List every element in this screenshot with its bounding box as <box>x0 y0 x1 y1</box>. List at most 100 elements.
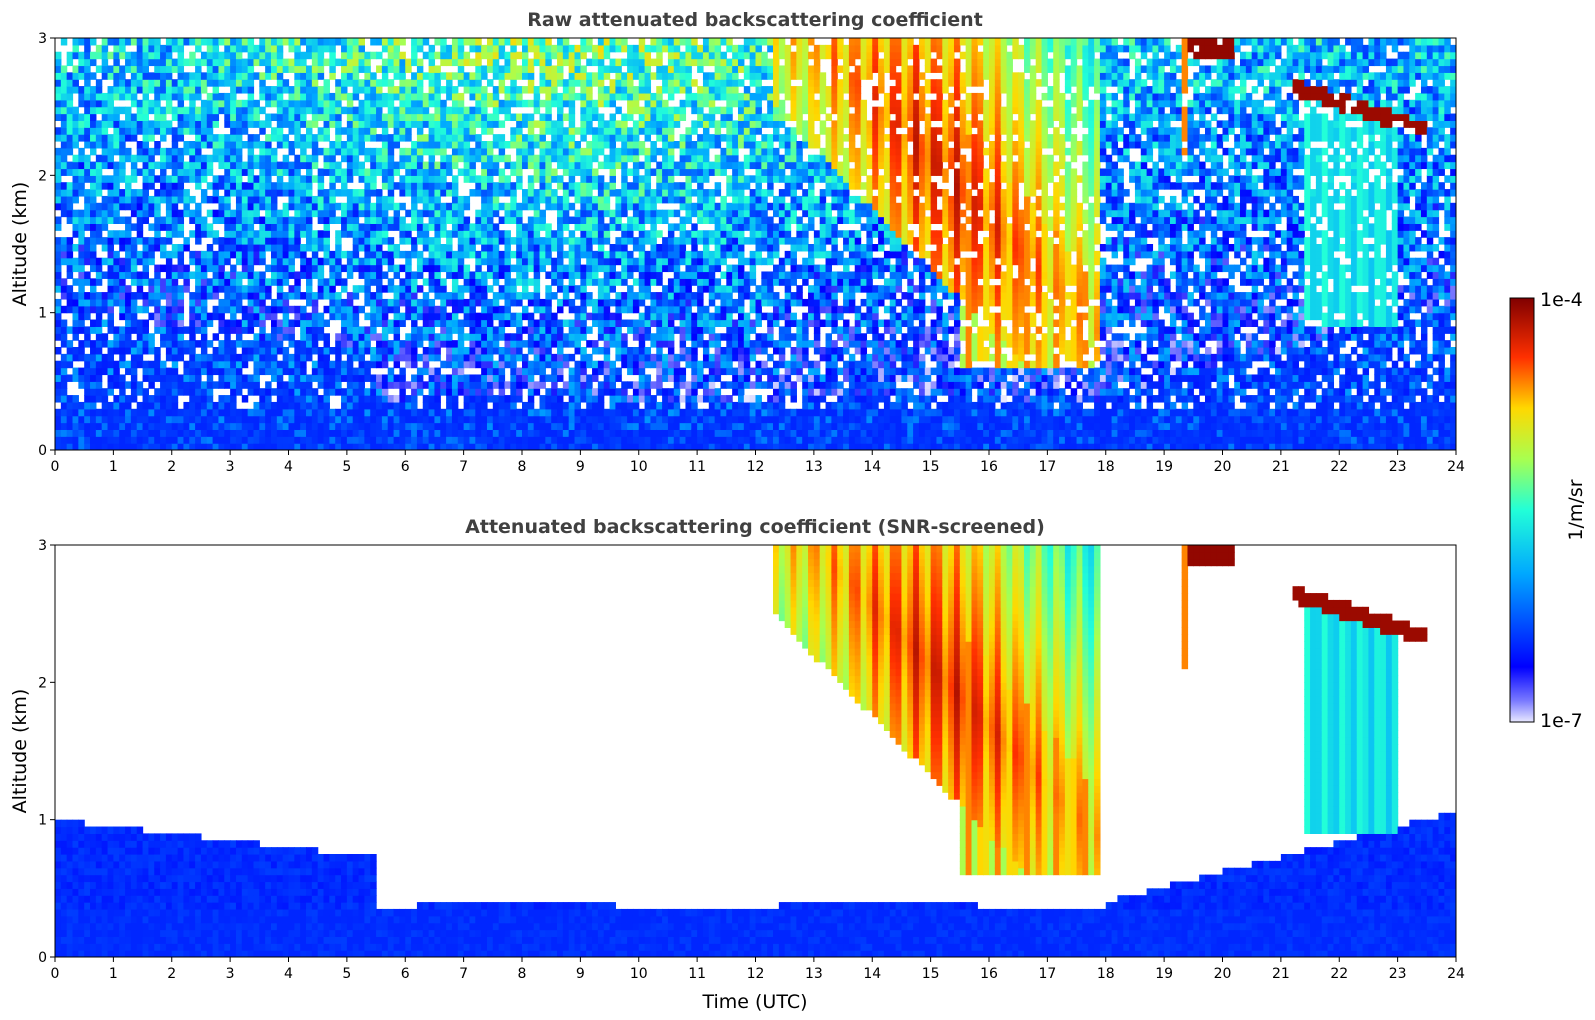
heatmap-cell <box>201 79 207 86</box>
heatmap-cell <box>300 38 306 45</box>
heatmap-cell <box>253 258 259 265</box>
heatmap-cell <box>324 162 330 169</box>
heatmap-cell <box>213 402 219 409</box>
heatmap-cell <box>604 162 610 169</box>
heatmap-cell <box>528 182 534 189</box>
heatmap-cell <box>481 395 487 402</box>
heatmap-cell <box>207 72 213 79</box>
heatmap-cell <box>294 320 300 327</box>
heatmap-cell <box>510 409 516 416</box>
heatmap-cell <box>213 86 219 93</box>
heatmap-cell <box>189 395 195 402</box>
heatmap-cell <box>382 347 388 354</box>
heatmap-cell <box>534 217 540 224</box>
heatmap-cell <box>137 320 143 327</box>
heatmap-cell <box>253 381 259 388</box>
heatmap-cell <box>143 155 149 162</box>
heatmap-cell <box>347 313 353 320</box>
heatmap-cell <box>353 429 359 436</box>
heatmap-cell <box>598 203 604 210</box>
heatmap-cell <box>504 395 510 402</box>
heatmap-cell <box>434 86 440 93</box>
heatmap-cell <box>516 86 522 93</box>
heatmap-cell <box>458 59 464 66</box>
heatmap-cell <box>148 278 154 285</box>
heatmap-cell <box>452 436 458 443</box>
heatmap-cell <box>178 244 184 251</box>
heatmap-cell <box>178 127 184 134</box>
heatmap-cell <box>563 182 569 189</box>
heatmap-cell <box>452 189 458 196</box>
heatmap-cell <box>510 285 516 292</box>
heatmap-cell <box>551 388 557 395</box>
heatmap-cell <box>592 361 598 368</box>
heatmap-cell <box>90 278 96 285</box>
heatmap-cell <box>376 189 382 196</box>
heatmap-cell <box>586 127 592 134</box>
heatmap-cell <box>61 114 67 121</box>
heatmap-cell <box>183 244 189 251</box>
heatmap-cell <box>312 326 318 333</box>
heatmap-cell <box>294 354 300 361</box>
heatmap-cell <box>440 299 446 306</box>
heatmap-cell <box>318 93 324 100</box>
heatmap-cell <box>236 230 242 237</box>
heatmap-cell <box>224 271 230 278</box>
heatmap-cell <box>253 162 259 169</box>
heatmap-cell <box>510 429 516 436</box>
heatmap-cell <box>172 196 178 203</box>
heatmap-cell <box>224 320 230 327</box>
heatmap-cell <box>534 223 540 230</box>
heatmap-cell <box>540 134 546 141</box>
heatmap-cell <box>300 258 306 265</box>
heatmap-cell <box>569 168 575 175</box>
heatmap-cell <box>382 203 388 210</box>
heatmap-cell <box>166 292 172 299</box>
heatmap-cell <box>394 38 400 45</box>
heatmap-cell <box>359 38 365 45</box>
heatmap-cell <box>61 381 67 388</box>
heatmap-cell <box>452 162 458 169</box>
heatmap-cell <box>102 271 108 278</box>
heatmap-cell <box>399 127 405 134</box>
heatmap-cell <box>67 162 73 169</box>
heatmap-cell <box>481 320 487 327</box>
heatmap-cell <box>183 93 189 100</box>
heatmap-cell <box>207 45 213 52</box>
heatmap-cell <box>417 196 423 203</box>
heatmap-cell <box>621 86 627 93</box>
heatmap-cell <box>271 416 277 423</box>
heatmap-cell <box>113 237 119 244</box>
heatmap-cell <box>84 45 90 52</box>
heatmap-cell <box>528 134 534 141</box>
heatmap-cell <box>84 38 90 45</box>
heatmap-cell <box>277 237 283 244</box>
heatmap-cell <box>580 182 586 189</box>
heatmap-cell <box>429 120 435 127</box>
heatmap-cell <box>90 265 96 272</box>
heatmap-cell <box>318 168 324 175</box>
heatmap-cell <box>598 79 604 86</box>
heatmap-cell <box>423 162 429 169</box>
heatmap-cell <box>446 381 452 388</box>
heatmap-cell <box>143 340 149 347</box>
heatmap-cell <box>347 340 353 347</box>
heatmap-cell <box>575 196 581 203</box>
heatmap-cell <box>586 196 592 203</box>
heatmap-cell <box>230 79 236 86</box>
heatmap-cell <box>388 217 394 224</box>
heatmap-cell <box>236 368 242 375</box>
heatmap-cell <box>452 210 458 217</box>
heatmap-cell <box>218 79 224 86</box>
heatmap-cell <box>557 230 563 237</box>
heatmap-cell <box>201 134 207 141</box>
heatmap-cell <box>172 278 178 285</box>
heatmap-cell <box>440 189 446 196</box>
heatmap-cell <box>78 265 84 272</box>
heatmap-cell <box>615 210 621 217</box>
heatmap-cell <box>487 196 493 203</box>
heatmap-cell <box>504 443 510 450</box>
heatmap-cell <box>411 148 417 155</box>
heatmap-cell <box>487 271 493 278</box>
heatmap-cell <box>545 402 551 409</box>
